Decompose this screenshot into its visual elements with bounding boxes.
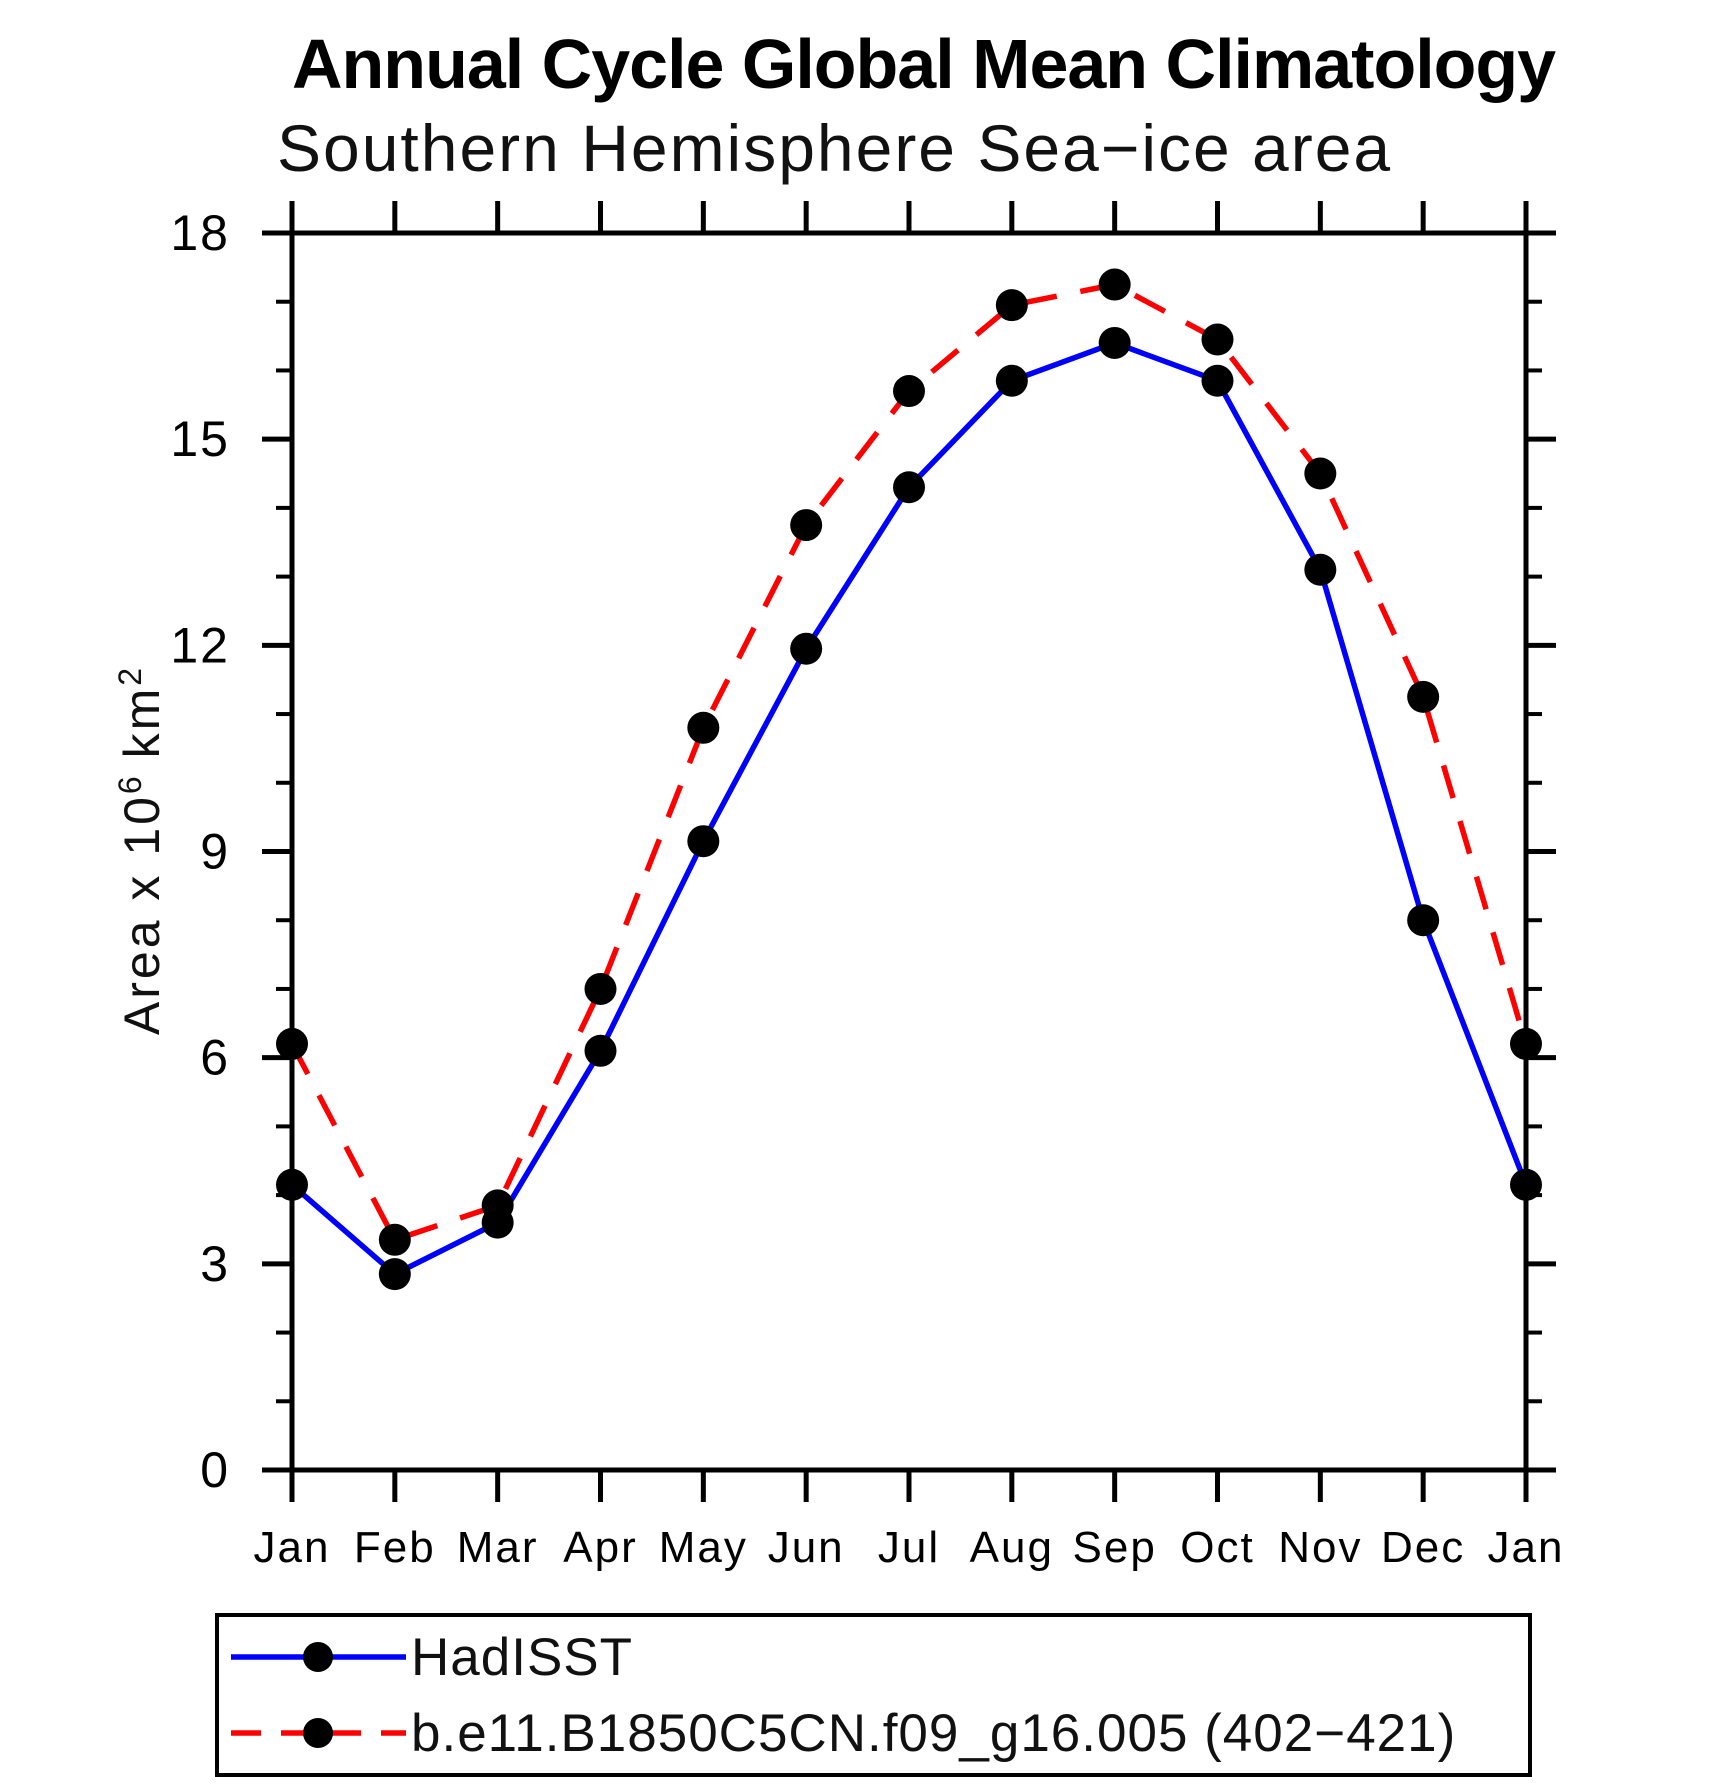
data-point-0 xyxy=(276,1168,308,1201)
legend-box: HadISST b.e11.B1850C5CN.f09_g16.005 (402… xyxy=(215,1613,1532,1777)
data-point-0 xyxy=(1304,553,1337,586)
data-point-1 xyxy=(687,711,720,744)
y-tick-label: 6 xyxy=(200,1030,230,1086)
y-tick-label: 0 xyxy=(200,1442,230,1498)
data-point-1 xyxy=(995,289,1028,322)
x-tick-label: Mar xyxy=(457,1523,539,1572)
data-point-1 xyxy=(893,375,925,408)
data-point-0 xyxy=(378,1258,411,1291)
x-tick-label: Jan xyxy=(1488,1523,1565,1572)
x-tick-label: Dec xyxy=(1381,1523,1465,1572)
data-point-1 xyxy=(790,509,823,542)
data-point-0 xyxy=(1407,904,1440,937)
data-point-0 xyxy=(1098,326,1131,359)
data-point-0 xyxy=(893,471,925,504)
data-point-1 xyxy=(1098,268,1131,301)
x-tick-label: Oct xyxy=(1180,1523,1254,1572)
chart-subtitle: Southern Hemisphere Sea−ice area xyxy=(277,111,1393,185)
x-tick-label: Jan xyxy=(254,1523,331,1572)
y-tick-label: 15 xyxy=(170,411,230,467)
data-point-1 xyxy=(1407,680,1440,713)
data-point-1 xyxy=(584,972,617,1005)
x-tick-label: Nov xyxy=(1278,1523,1362,1572)
data-point-1 xyxy=(378,1223,411,1256)
x-tick-label: Apr xyxy=(563,1523,637,1572)
x-tick-label: Jun xyxy=(768,1523,845,1572)
data-point-1 xyxy=(1304,457,1337,490)
data-point-0 xyxy=(584,1034,617,1067)
data-point-1 xyxy=(276,1027,308,1060)
chart-title: Annual Cycle Global Mean Climatology xyxy=(292,25,1556,103)
y-tick-label: 3 xyxy=(200,1236,230,1292)
legend-sample-model xyxy=(231,1718,406,1748)
x-tick-label: Sep xyxy=(1073,1523,1157,1572)
data-point-0 xyxy=(790,632,823,665)
legend-label-hadisst: HadISST xyxy=(411,1627,634,1687)
data-point-0 xyxy=(995,364,1028,397)
legend-marker-icon xyxy=(303,1642,333,1672)
data-point-0 xyxy=(1510,1168,1542,1201)
x-tick-label: Aug xyxy=(970,1523,1054,1572)
y-tick-label: 9 xyxy=(200,824,230,880)
legend-label-model: b.e11.B1850C5CN.f09_g16.005 (402−421) xyxy=(411,1703,1457,1763)
data-point-1 xyxy=(1201,323,1234,356)
plot-frame xyxy=(289,230,1529,1473)
legend-sample-hadisst xyxy=(231,1642,406,1672)
legend-item-hadisst: HadISST xyxy=(219,1621,1528,1693)
legend-item-model: b.e11.B1850C5CN.f09_g16.005 (402−421) xyxy=(219,1697,1528,1769)
legend-marker-icon xyxy=(303,1718,333,1748)
data-point-0 xyxy=(687,825,720,858)
series-line-1 xyxy=(289,281,1529,1244)
y-tick-label: 12 xyxy=(170,617,230,673)
data-point-0 xyxy=(1201,364,1234,397)
x-tick-label: Jul xyxy=(878,1523,940,1572)
data-point-1 xyxy=(1510,1027,1542,1060)
y-tick-label: 18 xyxy=(170,205,230,261)
data-point-1 xyxy=(481,1189,514,1222)
x-tick-label: May xyxy=(659,1523,748,1572)
x-tick-label: Feb xyxy=(354,1523,436,1572)
